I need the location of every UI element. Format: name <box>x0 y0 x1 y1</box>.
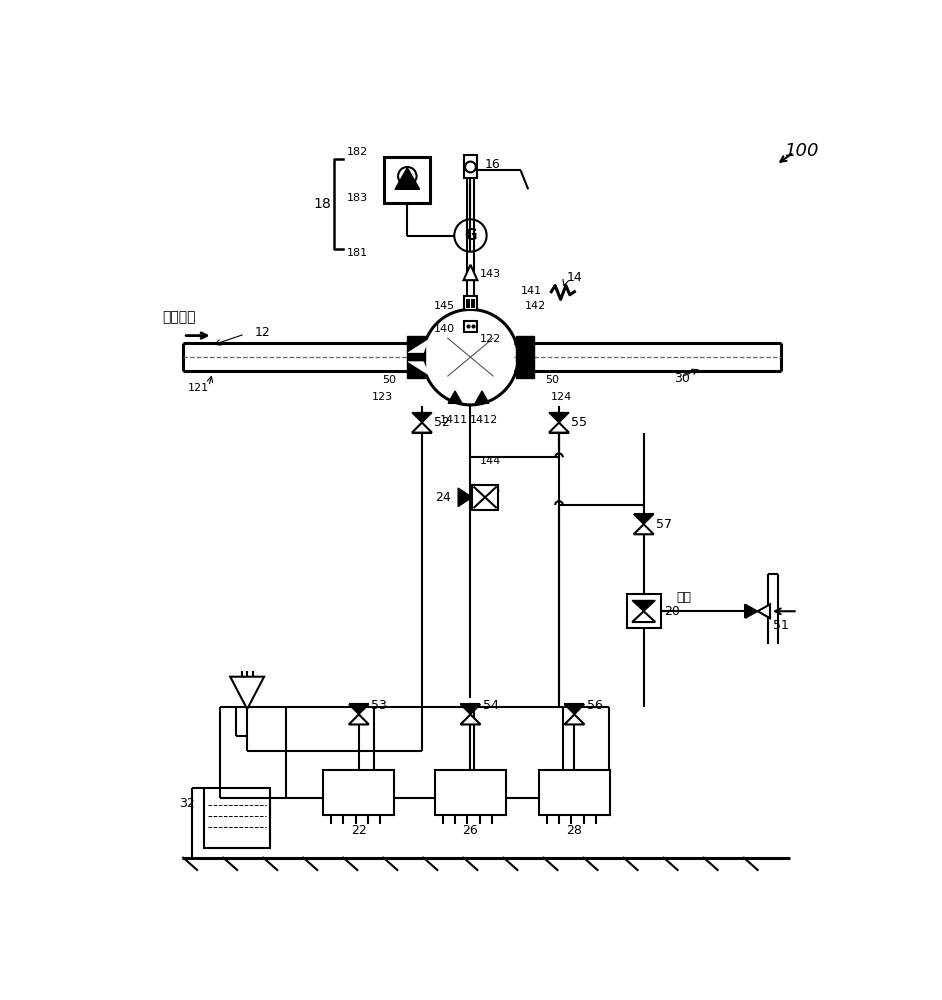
Text: 22: 22 <box>351 824 366 837</box>
Polygon shape <box>632 611 656 622</box>
Text: 122: 122 <box>479 334 501 344</box>
Bar <box>384 157 430 203</box>
Polygon shape <box>408 339 429 353</box>
Text: 51: 51 <box>773 619 789 632</box>
Text: 140: 140 <box>434 324 455 334</box>
Text: 57: 57 <box>656 518 672 531</box>
Bar <box>626 594 660 628</box>
Text: 143: 143 <box>479 269 501 279</box>
Text: 146: 146 <box>479 485 501 495</box>
Text: 20: 20 <box>664 605 679 618</box>
Text: 24: 24 <box>434 491 450 504</box>
Text: 124: 124 <box>551 392 573 402</box>
Text: 气体流向: 气体流向 <box>162 310 196 324</box>
Text: 141: 141 <box>521 286 542 296</box>
Text: 52: 52 <box>434 416 450 429</box>
Text: 30: 30 <box>674 372 690 385</box>
Text: 100: 100 <box>784 142 819 160</box>
Polygon shape <box>745 604 757 618</box>
Polygon shape <box>461 714 480 724</box>
Polygon shape <box>564 704 584 714</box>
Polygon shape <box>475 391 489 403</box>
Text: 12: 12 <box>254 326 270 339</box>
Polygon shape <box>448 391 462 403</box>
Bar <box>471 299 475 308</box>
Polygon shape <box>549 413 569 423</box>
Text: 1412: 1412 <box>470 415 498 425</box>
Bar <box>463 155 478 178</box>
Polygon shape <box>412 413 432 423</box>
Text: 144: 144 <box>479 456 501 466</box>
Text: 123: 123 <box>371 392 393 402</box>
Polygon shape <box>634 524 654 534</box>
Bar <box>472 485 498 510</box>
Bar <box>204 788 270 848</box>
Text: 182: 182 <box>347 147 367 157</box>
Polygon shape <box>461 704 480 714</box>
Text: 56: 56 <box>587 699 603 712</box>
Text: 1411: 1411 <box>440 415 467 425</box>
Bar <box>435 770 506 815</box>
Text: 53: 53 <box>371 699 387 712</box>
Text: 14: 14 <box>567 271 582 284</box>
Text: 28: 28 <box>566 824 582 837</box>
Polygon shape <box>757 604 770 618</box>
Bar <box>466 299 470 308</box>
Bar <box>463 296 478 310</box>
Bar <box>407 336 425 378</box>
Text: 145: 145 <box>434 301 455 311</box>
Text: G: G <box>464 228 477 243</box>
Bar <box>516 336 534 378</box>
Text: 181: 181 <box>347 248 367 258</box>
Bar <box>464 321 477 332</box>
Text: 补水: 补水 <box>676 591 691 604</box>
Polygon shape <box>230 677 264 709</box>
Text: 183: 183 <box>347 193 367 203</box>
Polygon shape <box>458 488 472 507</box>
Polygon shape <box>634 514 654 524</box>
Polygon shape <box>408 362 429 375</box>
Text: 50: 50 <box>545 375 560 385</box>
Text: 55: 55 <box>572 416 587 429</box>
Text: 142: 142 <box>525 301 546 311</box>
Polygon shape <box>463 265 478 280</box>
Polygon shape <box>412 423 432 433</box>
Bar <box>323 770 394 815</box>
Text: 50: 50 <box>382 375 396 385</box>
Polygon shape <box>349 704 369 714</box>
Polygon shape <box>564 714 584 724</box>
Text: 32: 32 <box>179 797 195 810</box>
Polygon shape <box>349 714 369 724</box>
Text: 18: 18 <box>314 197 331 211</box>
Polygon shape <box>395 168 419 189</box>
Text: 26: 26 <box>463 824 479 837</box>
Polygon shape <box>632 600 656 611</box>
Bar <box>539 770 609 815</box>
Text: 54: 54 <box>482 699 498 712</box>
Text: 16: 16 <box>484 158 500 171</box>
Text: 121: 121 <box>187 383 209 393</box>
Polygon shape <box>549 423 569 433</box>
